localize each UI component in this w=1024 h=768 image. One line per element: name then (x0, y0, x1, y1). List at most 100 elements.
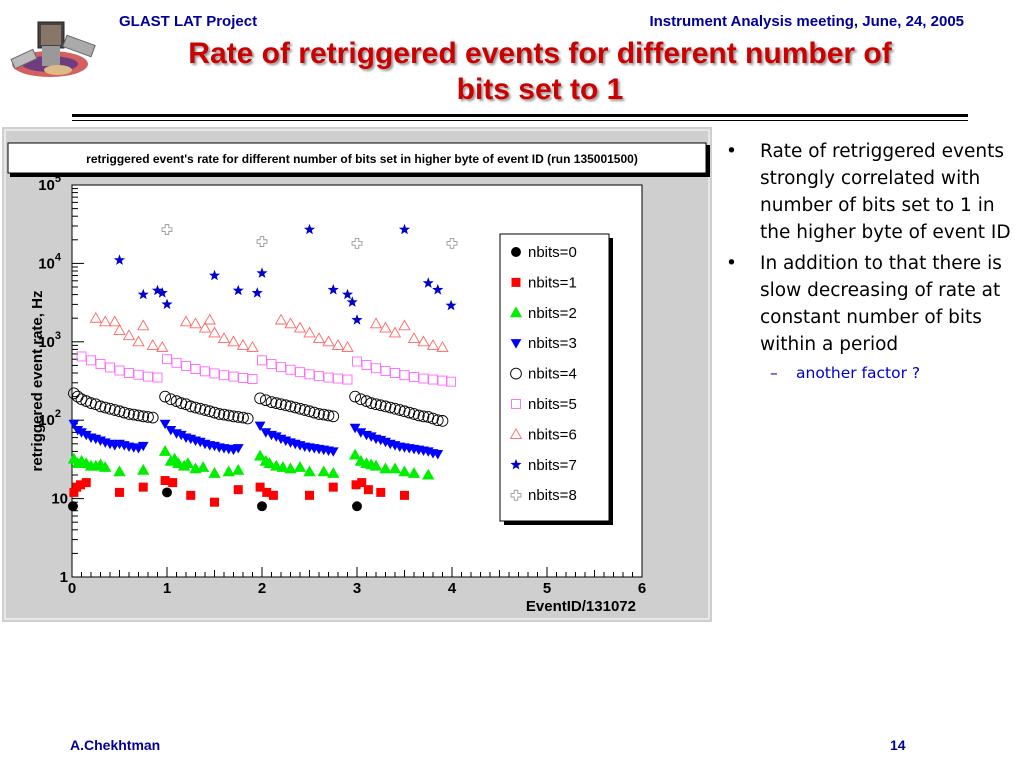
data-point (108, 315, 121, 327)
chart-title-box (7, 142, 707, 174)
data-point (80, 430, 92, 441)
legend-marker (510, 489, 522, 501)
data-point (322, 409, 335, 422)
data-point (268, 490, 278, 500)
data-point (68, 387, 80, 400)
sub-bullet-marker: – (770, 364, 778, 382)
bullet-item-1: • Rate of retriggered events strongly co… (726, 138, 1022, 246)
data-point (431, 414, 444, 427)
data-point (398, 465, 411, 477)
data-point (327, 467, 340, 478)
data-point (138, 482, 148, 492)
data-point (228, 371, 239, 382)
legend-marker (510, 367, 522, 380)
data-point (370, 398, 382, 411)
data-point (436, 415, 449, 427)
data-point (219, 370, 229, 381)
data-point (142, 411, 154, 423)
data-point (422, 277, 434, 288)
data-point (379, 321, 392, 333)
data-point (161, 224, 173, 235)
data-point (305, 490, 314, 500)
data-point (162, 487, 172, 498)
data-point (303, 405, 316, 418)
data-point (127, 408, 140, 421)
data-point (331, 339, 345, 350)
data-point (113, 465, 126, 477)
data-point (379, 400, 392, 413)
data-point (432, 284, 444, 295)
data-point (254, 392, 266, 405)
data-point (253, 449, 267, 461)
data-point (99, 401, 112, 414)
data-point (446, 237, 458, 249)
data-point (241, 412, 254, 425)
data-point (161, 298, 173, 310)
data-point (317, 408, 330, 421)
data-point (69, 487, 79, 497)
data-point (186, 490, 196, 500)
legend-marker (511, 247, 521, 257)
data-point (209, 368, 220, 379)
data-point (137, 288, 149, 300)
data-point (210, 497, 219, 507)
data-point (137, 441, 149, 452)
data-point (352, 356, 362, 367)
data-point (279, 399, 292, 412)
data-point (208, 269, 221, 281)
data-point (409, 372, 419, 383)
data-point (256, 267, 268, 278)
data-point (446, 376, 456, 387)
legend-entry: nbits=4 (528, 366, 577, 383)
y-tick-exponent: 3 (55, 330, 61, 342)
data-point (222, 409, 235, 422)
data-point (208, 467, 221, 478)
data-point (137, 410, 150, 423)
data-point (165, 425, 177, 436)
data-point (233, 485, 243, 495)
data-point (351, 237, 363, 249)
data-point (259, 394, 272, 407)
sub-bullet-text: another factor ? (796, 364, 921, 382)
data-point (159, 390, 171, 403)
data-point (354, 393, 367, 406)
data-point (276, 461, 290, 472)
bullet-text: Rate of retriggered events strongly corr… (760, 141, 1011, 243)
data-point (114, 365, 125, 376)
bullet-marker: • (726, 253, 737, 274)
scatter-chart: retriggered event's rate for different n… (2, 127, 712, 622)
data-point (432, 450, 444, 460)
data-point (308, 406, 321, 419)
data-point (113, 254, 126, 265)
slide-title: Rate of retriggered events for different… (90, 36, 990, 108)
data-point (179, 315, 193, 327)
data-point (304, 369, 315, 380)
data-point (227, 410, 240, 423)
data-point (171, 357, 182, 368)
data-point (164, 393, 177, 406)
data-point (351, 480, 361, 490)
data-point (428, 374, 438, 385)
series-nbits=6 (89, 311, 449, 352)
data-point (156, 341, 169, 352)
data-point (196, 461, 210, 472)
data-point (152, 372, 163, 383)
data-point (333, 373, 343, 384)
data-point (357, 478, 367, 488)
sub-bullet-item: – another factor ? (770, 362, 1022, 384)
data-point (398, 405, 411, 418)
data-point (303, 465, 316, 477)
data-point (232, 284, 244, 296)
data-point (369, 317, 383, 329)
legend-marker (510, 458, 522, 470)
x-tick-label: 4 (448, 580, 457, 597)
data-point (380, 365, 391, 376)
title-rule-thin (72, 120, 968, 121)
bullet-list: • Rate of retriggered events strongly co… (726, 138, 1022, 384)
data-point (68, 419, 80, 430)
data-point (99, 461, 112, 472)
data-point (426, 339, 440, 350)
data-point (160, 476, 170, 486)
data-point (436, 341, 449, 352)
data-point (285, 364, 296, 375)
